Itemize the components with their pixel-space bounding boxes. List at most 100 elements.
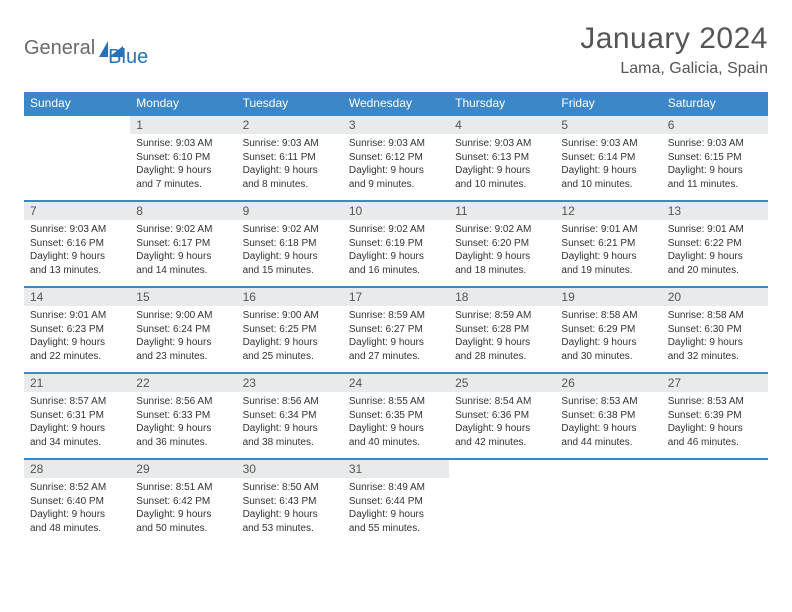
day-content: Sunrise: 9:02 AMSunset: 6:18 PMDaylight:… (237, 220, 343, 282)
day-number: 24 (343, 374, 449, 392)
day-content: Sunrise: 9:00 AMSunset: 6:25 PMDaylight:… (237, 306, 343, 368)
calendar-day-cell: 12Sunrise: 9:01 AMSunset: 6:21 PMDayligh… (555, 201, 661, 287)
day-content: Sunrise: 9:03 AMSunset: 6:13 PMDaylight:… (449, 134, 555, 196)
calendar-day-cell: 27Sunrise: 8:53 AMSunset: 6:39 PMDayligh… (662, 373, 768, 459)
day-number: 16 (237, 288, 343, 306)
calendar-day-cell: 18Sunrise: 8:59 AMSunset: 6:28 PMDayligh… (449, 287, 555, 373)
day-number: 20 (662, 288, 768, 306)
calendar-day-cell: 26Sunrise: 8:53 AMSunset: 6:38 PMDayligh… (555, 373, 661, 459)
calendar-day-cell (449, 459, 555, 545)
calendar-day-cell: 11Sunrise: 9:02 AMSunset: 6:20 PMDayligh… (449, 201, 555, 287)
weekday-header: Monday (130, 92, 236, 115)
day-content: Sunrise: 9:02 AMSunset: 6:20 PMDaylight:… (449, 220, 555, 282)
calendar-day-cell: 1Sunrise: 9:03 AMSunset: 6:10 PMDaylight… (130, 115, 236, 201)
logo: General Blue (24, 22, 148, 69)
calendar-day-cell: 15Sunrise: 9:00 AMSunset: 6:24 PMDayligh… (130, 287, 236, 373)
day-number: 29 (130, 460, 236, 478)
calendar-day-cell: 10Sunrise: 9:02 AMSunset: 6:19 PMDayligh… (343, 201, 449, 287)
day-content: Sunrise: 8:59 AMSunset: 6:28 PMDaylight:… (449, 306, 555, 368)
calendar-day-cell: 6Sunrise: 9:03 AMSunset: 6:15 PMDaylight… (662, 115, 768, 201)
day-number: 5 (555, 116, 661, 134)
weekday-header: Tuesday (237, 92, 343, 115)
day-content: Sunrise: 9:03 AMSunset: 6:12 PMDaylight:… (343, 134, 449, 196)
day-content: Sunrise: 8:57 AMSunset: 6:31 PMDaylight:… (24, 392, 130, 454)
day-number: 21 (24, 374, 130, 392)
day-number: 6 (662, 116, 768, 134)
day-number: 2 (237, 116, 343, 134)
day-number: 23 (237, 374, 343, 392)
calendar-day-cell: 2Sunrise: 9:03 AMSunset: 6:11 PMDaylight… (237, 115, 343, 201)
calendar-day-cell: 20Sunrise: 8:58 AMSunset: 6:30 PMDayligh… (662, 287, 768, 373)
calendar-day-cell: 24Sunrise: 8:55 AMSunset: 6:35 PMDayligh… (343, 373, 449, 459)
day-content: Sunrise: 8:55 AMSunset: 6:35 PMDaylight:… (343, 392, 449, 454)
title-block: January 2024 Lama, Galicia, Spain (580, 22, 768, 78)
calendar-day-cell: 30Sunrise: 8:50 AMSunset: 6:43 PMDayligh… (237, 459, 343, 545)
day-content: Sunrise: 8:58 AMSunset: 6:29 PMDaylight:… (555, 306, 661, 368)
calendar-day-cell: 31Sunrise: 8:49 AMSunset: 6:44 PMDayligh… (343, 459, 449, 545)
day-content: Sunrise: 8:59 AMSunset: 6:27 PMDaylight:… (343, 306, 449, 368)
day-content: Sunrise: 9:01 AMSunset: 6:21 PMDaylight:… (555, 220, 661, 282)
day-number: 18 (449, 288, 555, 306)
weekday-header: Saturday (662, 92, 768, 115)
day-content: Sunrise: 9:01 AMSunset: 6:23 PMDaylight:… (24, 306, 130, 368)
day-content: Sunrise: 9:02 AMSunset: 6:19 PMDaylight:… (343, 220, 449, 282)
day-content: Sunrise: 8:56 AMSunset: 6:34 PMDaylight:… (237, 392, 343, 454)
calendar-day-cell: 4Sunrise: 9:03 AMSunset: 6:13 PMDaylight… (449, 115, 555, 201)
weekday-header: Wednesday (343, 92, 449, 115)
day-number: 19 (555, 288, 661, 306)
calendar-day-cell: 21Sunrise: 8:57 AMSunset: 6:31 PMDayligh… (24, 373, 130, 459)
day-content: Sunrise: 8:50 AMSunset: 6:43 PMDaylight:… (237, 478, 343, 540)
day-content: Sunrise: 9:03 AMSunset: 6:15 PMDaylight:… (662, 134, 768, 196)
day-number: 8 (130, 202, 236, 220)
weekday-header: Sunday (24, 92, 130, 115)
day-number: 3 (343, 116, 449, 134)
day-number: 14 (24, 288, 130, 306)
day-number: 25 (449, 374, 555, 392)
day-number: 11 (449, 202, 555, 220)
header: General Blue January 2024 Lama, Galicia,… (24, 22, 768, 78)
day-number: 31 (343, 460, 449, 478)
day-number: 12 (555, 202, 661, 220)
calendar-day-cell: 3Sunrise: 9:03 AMSunset: 6:12 PMDaylight… (343, 115, 449, 201)
logo-triangle-icon (99, 41, 108, 57)
calendar-day-cell: 7Sunrise: 9:03 AMSunset: 6:16 PMDaylight… (24, 201, 130, 287)
month-title: January 2024 (580, 22, 768, 56)
calendar-day-cell: 9Sunrise: 9:02 AMSunset: 6:18 PMDaylight… (237, 201, 343, 287)
calendar-day-cell (24, 115, 130, 201)
day-number: 9 (237, 202, 343, 220)
day-content: Sunrise: 8:51 AMSunset: 6:42 PMDaylight:… (130, 478, 236, 540)
day-number: 26 (555, 374, 661, 392)
day-content: Sunrise: 8:56 AMSunset: 6:33 PMDaylight:… (130, 392, 236, 454)
weekday-header-row: Sunday Monday Tuesday Wednesday Thursday… (24, 92, 768, 115)
calendar-day-cell: 23Sunrise: 8:56 AMSunset: 6:34 PMDayligh… (237, 373, 343, 459)
day-content: Sunrise: 8:53 AMSunset: 6:38 PMDaylight:… (555, 392, 661, 454)
day-content: Sunrise: 9:03 AMSunset: 6:10 PMDaylight:… (130, 134, 236, 196)
day-number: 27 (662, 374, 768, 392)
day-content: Sunrise: 9:00 AMSunset: 6:24 PMDaylight:… (130, 306, 236, 368)
calendar-day-cell: 29Sunrise: 8:51 AMSunset: 6:42 PMDayligh… (130, 459, 236, 545)
day-content: Sunrise: 9:03 AMSunset: 6:11 PMDaylight:… (237, 134, 343, 196)
day-content: Sunrise: 9:03 AMSunset: 6:14 PMDaylight:… (555, 134, 661, 196)
calendar-day-cell: 17Sunrise: 8:59 AMSunset: 6:27 PMDayligh… (343, 287, 449, 373)
calendar-week-row: 21Sunrise: 8:57 AMSunset: 6:31 PMDayligh… (24, 373, 768, 459)
calendar-day-cell: 5Sunrise: 9:03 AMSunset: 6:14 PMDaylight… (555, 115, 661, 201)
day-number: 17 (343, 288, 449, 306)
day-number: 10 (343, 202, 449, 220)
calendar-week-row: 1Sunrise: 9:03 AMSunset: 6:10 PMDaylight… (24, 115, 768, 201)
calendar-day-cell: 16Sunrise: 9:00 AMSunset: 6:25 PMDayligh… (237, 287, 343, 373)
day-content: Sunrise: 8:53 AMSunset: 6:39 PMDaylight:… (662, 392, 768, 454)
calendar-week-row: 28Sunrise: 8:52 AMSunset: 6:40 PMDayligh… (24, 459, 768, 545)
day-number: 22 (130, 374, 236, 392)
calendar-day-cell: 22Sunrise: 8:56 AMSunset: 6:33 PMDayligh… (130, 373, 236, 459)
day-number: 13 (662, 202, 768, 220)
calendar-day-cell: 13Sunrise: 9:01 AMSunset: 6:22 PMDayligh… (662, 201, 768, 287)
calendar-day-cell (555, 459, 661, 545)
day-number: 7 (24, 202, 130, 220)
day-content: Sunrise: 9:02 AMSunset: 6:17 PMDaylight:… (130, 220, 236, 282)
calendar-week-row: 14Sunrise: 9:01 AMSunset: 6:23 PMDayligh… (24, 287, 768, 373)
calendar-day-cell: 19Sunrise: 8:58 AMSunset: 6:29 PMDayligh… (555, 287, 661, 373)
calendar-day-cell: 14Sunrise: 9:01 AMSunset: 6:23 PMDayligh… (24, 287, 130, 373)
day-number: 15 (130, 288, 236, 306)
day-content: Sunrise: 8:52 AMSunset: 6:40 PMDaylight:… (24, 478, 130, 540)
calendar-day-cell: 28Sunrise: 8:52 AMSunset: 6:40 PMDayligh… (24, 459, 130, 545)
